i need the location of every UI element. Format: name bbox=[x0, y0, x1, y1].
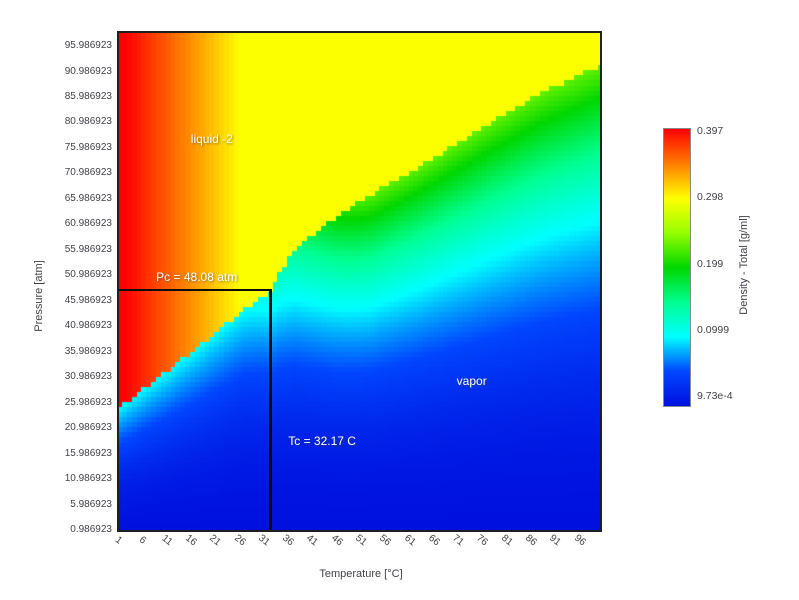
x-tick-label: 61 bbox=[401, 532, 418, 549]
y-tick-label: 65.986923 bbox=[64, 192, 112, 204]
y-tick-label: 20.986923 bbox=[64, 422, 112, 434]
x-tick-label: 76 bbox=[474, 532, 491, 549]
x-tick-label: 81 bbox=[498, 532, 515, 549]
y-tick-label: 10.986923 bbox=[64, 473, 112, 485]
y-tick-label: 90.986923 bbox=[64, 65, 112, 77]
y-axis-title: Pressure [atm] bbox=[33, 260, 45, 332]
y-tick-label: 75.986923 bbox=[64, 141, 112, 153]
y-tick-label: 45.986923 bbox=[64, 294, 112, 306]
x-tick-label: 21 bbox=[207, 532, 223, 549]
y-tick-label: 25.986923 bbox=[64, 396, 112, 408]
x-tick-label: 46 bbox=[328, 532, 345, 549]
y-tick-label: 80.986923 bbox=[64, 116, 112, 128]
x-tick-label: 96 bbox=[571, 532, 588, 549]
y-tick-label: 60.986923 bbox=[64, 218, 112, 230]
y-tick-label: 40.986923 bbox=[64, 320, 112, 332]
density-heatmap bbox=[119, 33, 600, 530]
colorbar-tick-label: 0.298 bbox=[697, 191, 724, 204]
y-tick-label: 5.986923 bbox=[70, 498, 112, 510]
vapor-region-label: vapor bbox=[456, 374, 487, 389]
x-tick-label: 31 bbox=[255, 532, 272, 549]
y-tick-label: 95.986923 bbox=[64, 40, 112, 51]
y-tick-label: 85.986923 bbox=[64, 91, 112, 102]
x-tick-label: 16 bbox=[183, 532, 199, 549]
y-tick-label: 70.986923 bbox=[64, 167, 112, 179]
pc-reference-line bbox=[119, 289, 273, 292]
pc-annotation: Pc = 48.08 atm bbox=[156, 270, 238, 285]
colorbar-tick-label: 0.199 bbox=[697, 257, 724, 270]
x-tick-label: 26 bbox=[231, 532, 248, 549]
colorbar-tick-label: 9.73e-4 bbox=[697, 390, 733, 403]
tc-annotation: Tc = 32.17 C bbox=[288, 434, 356, 449]
x-tick-label: 11 bbox=[159, 532, 175, 549]
x-tick-label: 66 bbox=[425, 532, 442, 549]
colorbar-tick-label: 0.397 bbox=[697, 125, 724, 137]
y-tick-label: 0.986923 bbox=[70, 524, 112, 535]
x-tick-label: 91 bbox=[547, 532, 563, 549]
y-tick-label: 30.986923 bbox=[64, 371, 112, 383]
x-tick-label: 56 bbox=[377, 532, 393, 549]
tc-reference-line bbox=[269, 289, 272, 530]
x-tick-label: 71 bbox=[450, 532, 466, 549]
x-axis-title: Temperature [°C] bbox=[319, 568, 403, 580]
x-tick-label: 86 bbox=[523, 532, 539, 549]
y-tick-label: 15.986923 bbox=[64, 447, 112, 459]
colorbar-gradient bbox=[663, 128, 691, 407]
x-tick-label: 36 bbox=[280, 532, 296, 549]
y-tick-label: 35.986923 bbox=[64, 345, 112, 357]
colorbar-title: Density - Total [g/ml] bbox=[738, 215, 750, 315]
y-tick-label: 50.986923 bbox=[64, 269, 112, 281]
x-tick-label: 51 bbox=[353, 532, 369, 549]
y-tick-label: 55.986923 bbox=[64, 243, 112, 255]
colorbar-tick-label: 0.0999 bbox=[697, 324, 730, 337]
liquid-region-label: liquid -2 bbox=[190, 132, 233, 147]
x-tick-label: 1 bbox=[112, 534, 125, 547]
x-tick-label: 41 bbox=[304, 532, 320, 549]
x-tick-label: 6 bbox=[137, 534, 149, 547]
